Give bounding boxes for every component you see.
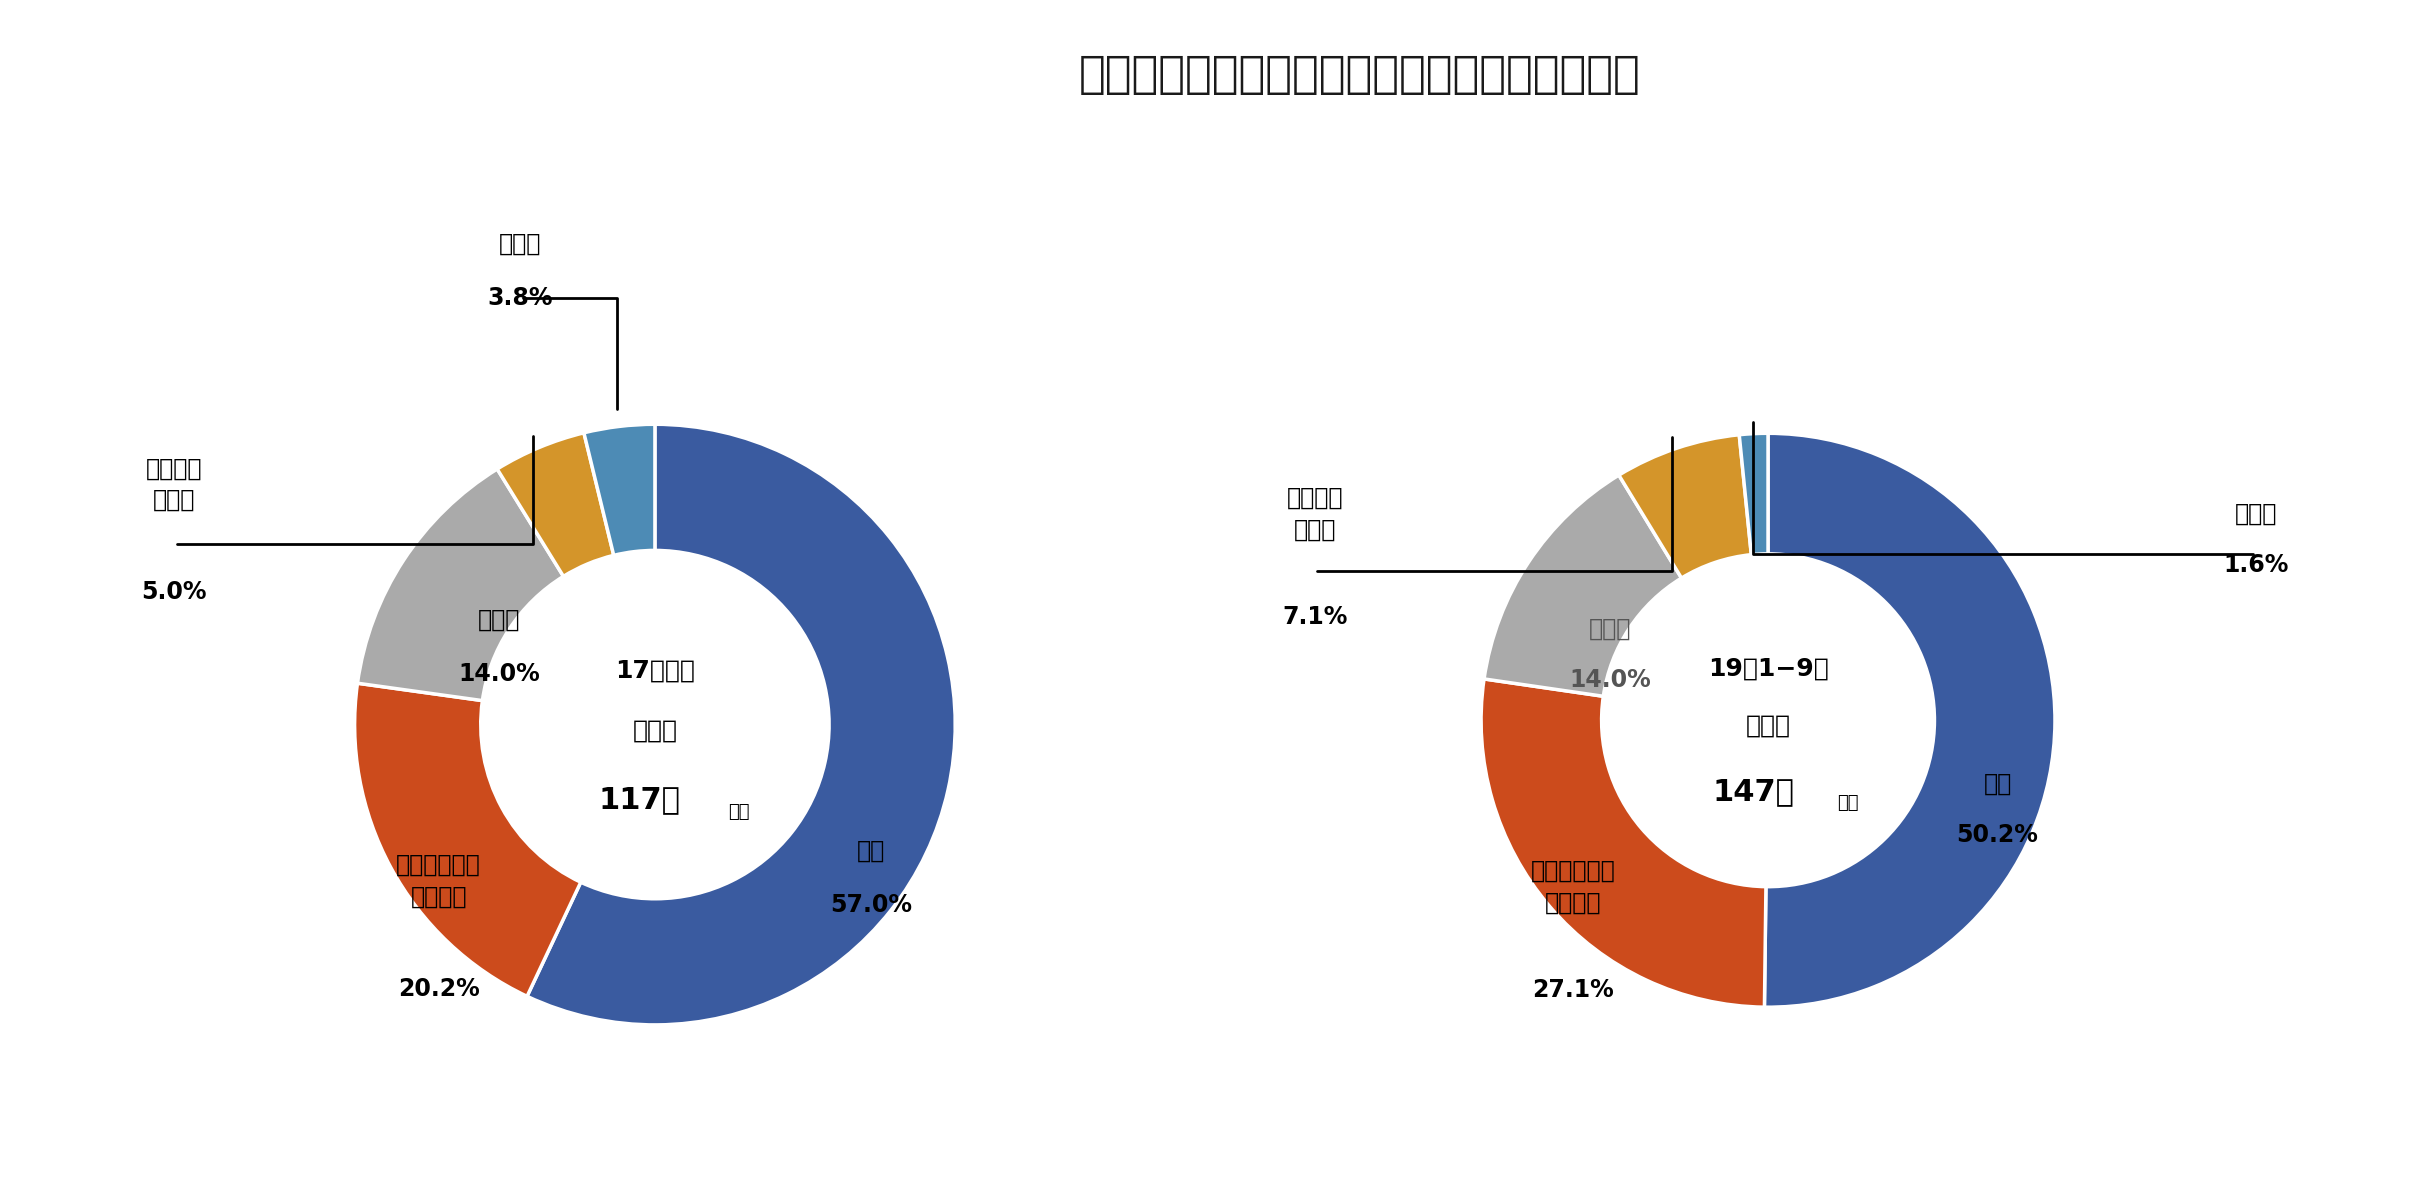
Text: ドル: ドル: [1838, 795, 1860, 813]
Text: ドル: ドル: [728, 803, 750, 821]
Wedge shape: [1738, 433, 1768, 555]
Text: 売上高: 売上高: [631, 718, 677, 743]
Text: 14.0%: 14.0%: [459, 661, 539, 685]
Circle shape: [1602, 554, 1935, 887]
Text: 5.0%: 5.0%: [141, 581, 206, 605]
Text: 北米: 北米: [1984, 771, 2013, 795]
Text: 欧州・中東・
アフリカ: 欧州・中東・ アフリカ: [1530, 859, 1615, 914]
Text: 中南米: 中南米: [478, 608, 520, 632]
Text: 14.0%: 14.0%: [1568, 668, 1651, 692]
Text: 1.6%: 1.6%: [2224, 554, 2290, 577]
Text: 3.8%: 3.8%: [488, 286, 554, 310]
Text: 57.0%: 57.0%: [830, 893, 913, 917]
Text: ネットフリックスの地域別売上高構成比の比較: ネットフリックスの地域別売上高構成比の比較: [1078, 53, 1641, 96]
Wedge shape: [357, 468, 563, 700]
Text: 中南米: 中南米: [1588, 616, 1632, 640]
Text: アジア・
太平洋: アジア・ 太平洋: [1287, 486, 1343, 542]
Text: 欧州・中東・
アフリカ: 欧州・中東・ アフリカ: [396, 853, 481, 909]
Wedge shape: [498, 433, 614, 576]
Text: その他: その他: [498, 232, 541, 256]
Wedge shape: [354, 684, 580, 996]
Wedge shape: [583, 425, 656, 555]
Text: 50.2%: 50.2%: [1957, 823, 2040, 847]
Text: 19年1−9月: 19年1−9月: [1707, 657, 1828, 680]
Wedge shape: [1481, 679, 1765, 1007]
Text: その他: その他: [2234, 502, 2277, 525]
Text: 147億: 147億: [1712, 777, 1794, 807]
Wedge shape: [1619, 434, 1751, 578]
Text: 17年通年: 17年通年: [614, 659, 694, 683]
Text: 北米: 北米: [857, 839, 886, 862]
Wedge shape: [527, 425, 954, 1024]
Text: 7.1%: 7.1%: [1282, 605, 1348, 629]
Text: 売上高: 売上高: [1746, 715, 1789, 738]
Text: 27.1%: 27.1%: [1532, 978, 1615, 1002]
Text: 20.2%: 20.2%: [398, 977, 481, 1001]
Text: アジア・
太平洋: アジア・ 太平洋: [146, 457, 202, 512]
Circle shape: [481, 550, 828, 899]
Text: 117億: 117億: [600, 786, 680, 814]
Wedge shape: [1484, 476, 1683, 697]
Wedge shape: [1765, 433, 2054, 1007]
